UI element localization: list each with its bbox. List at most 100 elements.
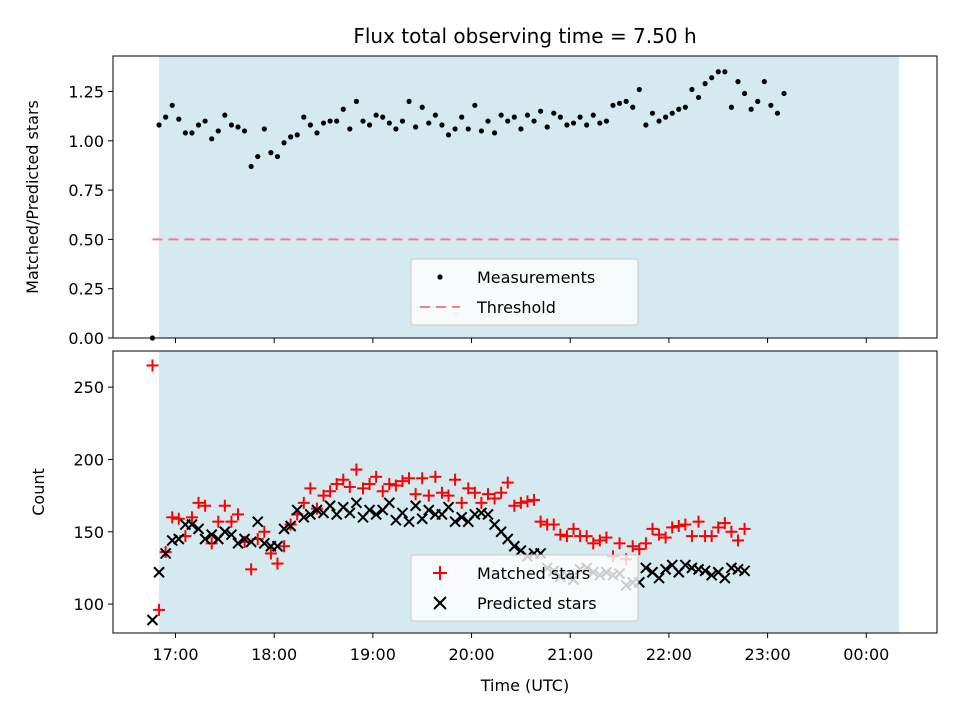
y-tick-label: 0.50 xyxy=(68,230,104,249)
measurement-point xyxy=(288,134,294,140)
legend-matched-label: Matched stars xyxy=(477,564,590,583)
matched-star-point xyxy=(429,470,442,483)
matched-star-point xyxy=(659,531,672,544)
matched-star-point xyxy=(389,479,402,492)
matched-star-point xyxy=(646,522,659,535)
matched-star-point xyxy=(231,508,244,521)
matched-star-point xyxy=(317,489,330,502)
measurement-point xyxy=(498,112,504,118)
measurement-point xyxy=(538,108,544,114)
measurement-point xyxy=(340,106,346,112)
measurement-point xyxy=(505,118,511,124)
matched-star-point xyxy=(462,482,475,495)
measurement-point xyxy=(603,118,610,124)
measurement-point xyxy=(518,126,524,132)
matched-star-point xyxy=(593,534,606,547)
measurement-point xyxy=(728,104,735,110)
matched-star-point xyxy=(363,478,376,491)
measurement-point xyxy=(551,110,557,116)
measurement-point xyxy=(209,136,215,142)
predicted-star-point xyxy=(278,523,290,535)
matched-star-point xyxy=(679,518,692,531)
measurement-point xyxy=(491,130,498,136)
predicted-star-point xyxy=(370,508,382,521)
measurement-point xyxy=(544,124,550,130)
measurement-point xyxy=(557,114,563,120)
x-tick-label: 20:00 xyxy=(448,645,494,664)
measurement-point xyxy=(248,163,254,170)
matched-star-point xyxy=(192,496,205,509)
matched-star-point xyxy=(547,518,560,531)
measurement-point xyxy=(366,122,373,128)
matched-star-point xyxy=(580,530,593,543)
ratio-legend: Measurements Threshold xyxy=(410,258,639,326)
count-y-ticks: 100 150 200 250 xyxy=(73,378,113,614)
measurement-point xyxy=(439,122,445,128)
measurement-point xyxy=(709,75,715,81)
matched-star-point xyxy=(376,485,389,498)
legend-threshold-label: Threshold xyxy=(476,298,556,317)
ratio-panel-frame xyxy=(112,55,938,339)
count-panel: 100 150 200 250 17:00 18:00 19:00 20:00 21:00 22… xyxy=(29,350,938,695)
measurement-point xyxy=(314,130,320,136)
measurement-point xyxy=(215,128,221,134)
measurement-point xyxy=(347,126,353,132)
matched-star-point xyxy=(712,521,725,534)
predicted-star-point xyxy=(640,562,652,574)
count-legend-box xyxy=(410,554,639,622)
count-x-ticks: 17:00 18:00 19:00 20:00 21:00 22:00 23:00 00:00 xyxy=(152,633,889,664)
predicted-star-point xyxy=(225,528,238,541)
measurement-point xyxy=(748,106,754,112)
predicted-star-point xyxy=(659,563,672,576)
matched-star-point xyxy=(330,478,343,491)
measurement-point xyxy=(663,114,669,120)
measurement-point xyxy=(511,114,517,120)
matched-star-point xyxy=(639,537,652,550)
matched-star-point xyxy=(666,521,679,534)
predicted-star-point xyxy=(186,518,198,531)
measurement-point xyxy=(774,110,781,116)
predicted-star-point xyxy=(219,526,231,538)
measurement-point xyxy=(452,126,458,132)
matched-star-point xyxy=(455,496,468,509)
matched-star-point xyxy=(653,528,666,541)
measurement-point xyxy=(156,122,162,128)
matched-star-point xyxy=(159,546,172,559)
measurement-point xyxy=(623,98,629,104)
measurement-point xyxy=(419,104,425,110)
measurement-point xyxy=(373,112,379,118)
matched-star-point xyxy=(284,518,297,531)
matched-star-point xyxy=(324,485,337,498)
measurement-point xyxy=(163,114,169,120)
predicted-star-point xyxy=(403,515,415,528)
measurement-point xyxy=(524,112,531,118)
predicted-star-point xyxy=(423,504,435,516)
measurement-point xyxy=(761,79,767,85)
measurement-point xyxy=(360,118,366,124)
predicted-star-point xyxy=(324,500,336,512)
measurement-point xyxy=(353,98,360,104)
matched-star-point xyxy=(225,515,238,528)
measurement-point xyxy=(307,122,313,128)
measurement-point xyxy=(320,120,327,126)
measurement-point xyxy=(755,98,761,104)
legend-predicted-label: Predicted stars xyxy=(477,594,597,613)
measurement-point xyxy=(682,104,688,110)
measurement-point xyxy=(169,102,175,108)
matched-star-point xyxy=(731,534,744,547)
legend-measurements-marker xyxy=(437,274,443,280)
matched-star-point xyxy=(337,473,350,486)
measurement-point xyxy=(577,114,583,120)
measurement-point xyxy=(182,130,188,136)
measurement-point xyxy=(294,132,300,138)
matched-star-point xyxy=(481,488,494,501)
measurement-point xyxy=(386,120,392,126)
measurement-point xyxy=(445,132,452,138)
measurement-point xyxy=(584,122,590,128)
ratio-y-axis-label: Matched/Predicted stars xyxy=(23,100,42,294)
predicted-star-point xyxy=(416,513,428,525)
measurement-point xyxy=(485,118,491,124)
predicted-star-point xyxy=(258,537,271,550)
measurement-point xyxy=(399,118,406,124)
measurement-point xyxy=(531,118,537,124)
